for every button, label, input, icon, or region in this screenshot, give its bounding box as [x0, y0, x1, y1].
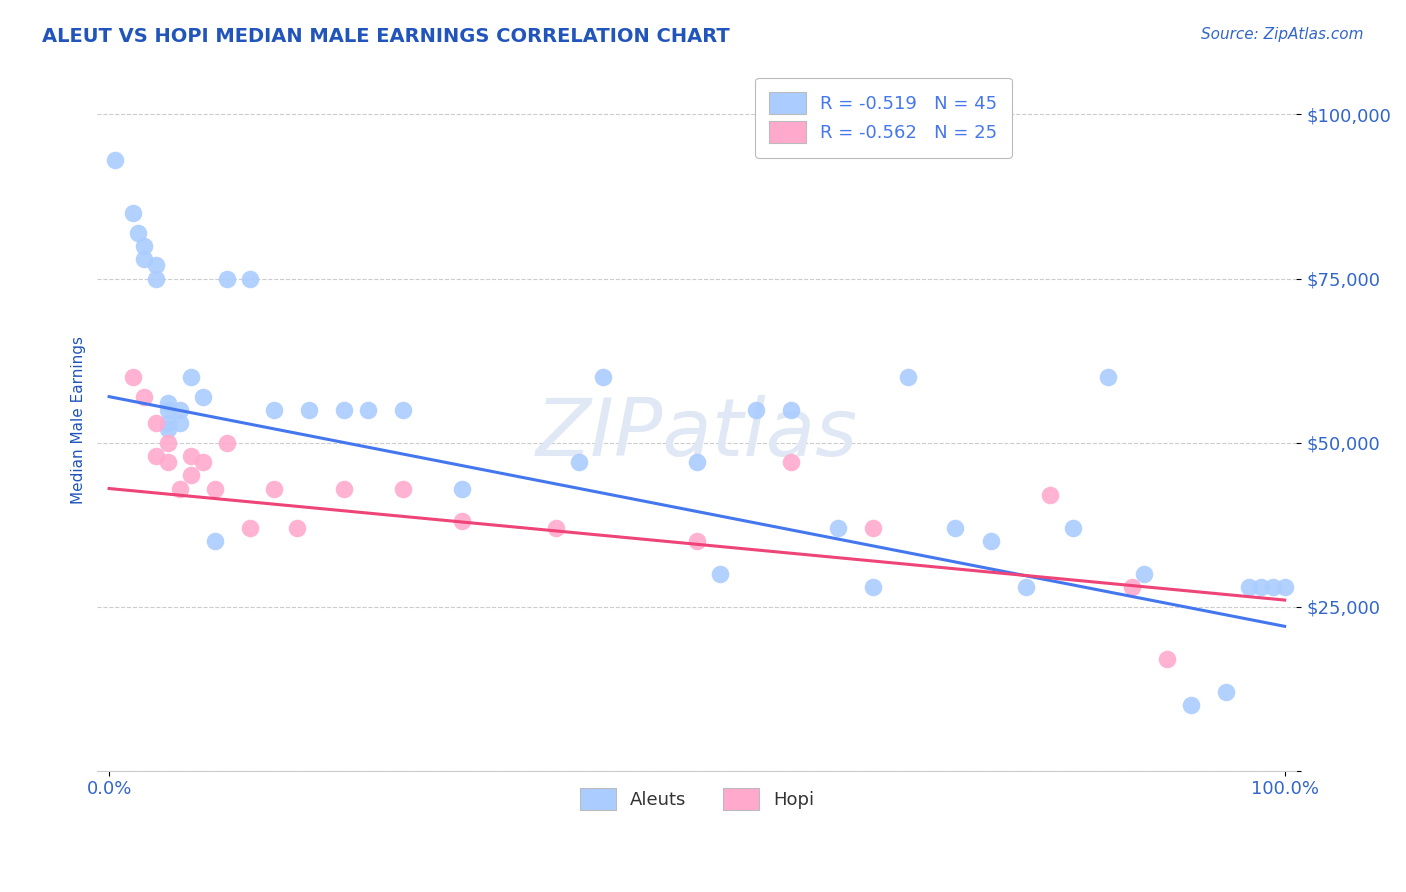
Point: [827, 521, 849, 535]
Point: [239, 521, 262, 535]
Point: [862, 521, 884, 535]
Point: [1274, 580, 1296, 594]
Point: [357, 402, 380, 417]
Point: [686, 534, 709, 549]
Point: [215, 271, 238, 285]
Point: [945, 521, 967, 535]
Point: [191, 455, 214, 469]
Text: ALEUT VS HOPI MEDIAN MALE EARNINGS CORRELATION CHART: ALEUT VS HOPI MEDIAN MALE EARNINGS CORRE…: [42, 27, 730, 45]
Text: Source: ZipAtlas.com: Source: ZipAtlas.com: [1201, 27, 1364, 42]
Point: [333, 402, 356, 417]
Point: [121, 370, 143, 384]
Y-axis label: Median Male Earnings: Median Male Earnings: [72, 335, 86, 504]
Point: [780, 455, 803, 469]
Point: [1250, 580, 1272, 594]
Point: [145, 259, 167, 273]
Point: [204, 482, 226, 496]
Point: [1015, 580, 1038, 594]
Legend: Aleuts, Hopi: Aleuts, Hopi: [565, 774, 828, 825]
Point: [285, 521, 308, 535]
Point: [180, 449, 202, 463]
Point: [169, 402, 191, 417]
Point: [128, 226, 150, 240]
Point: [298, 402, 321, 417]
Point: [568, 455, 591, 469]
Point: [1215, 685, 1237, 699]
Point: [392, 402, 415, 417]
Point: [450, 482, 472, 496]
Point: [592, 370, 614, 384]
Point: [134, 238, 156, 252]
Point: [156, 416, 179, 430]
Point: [204, 534, 226, 549]
Point: [1261, 580, 1284, 594]
Point: [156, 402, 179, 417]
Point: [156, 455, 179, 469]
Point: [709, 566, 731, 581]
Point: [180, 370, 202, 384]
Point: [134, 252, 156, 266]
Point: [145, 271, 167, 285]
Point: [686, 455, 709, 469]
Point: [1038, 488, 1060, 502]
Point: [239, 271, 262, 285]
Point: [897, 370, 920, 384]
Point: [169, 482, 191, 496]
Point: [1156, 652, 1178, 666]
Point: [1132, 566, 1154, 581]
Point: [392, 482, 415, 496]
Point: [156, 422, 179, 436]
Point: [180, 468, 202, 483]
Point: [1062, 521, 1084, 535]
Point: [862, 580, 884, 594]
Point: [544, 521, 567, 535]
Point: [169, 416, 191, 430]
Point: [145, 416, 167, 430]
Point: [156, 435, 179, 450]
Point: [121, 206, 143, 220]
Text: ZIPatlas: ZIPatlas: [536, 394, 858, 473]
Point: [980, 534, 1002, 549]
Point: [134, 390, 156, 404]
Point: [156, 396, 179, 410]
Point: [450, 514, 472, 528]
Point: [104, 153, 127, 168]
Point: [263, 402, 285, 417]
Point: [263, 482, 285, 496]
Point: [215, 435, 238, 450]
Point: [780, 402, 803, 417]
Point: [191, 390, 214, 404]
Point: [744, 402, 766, 417]
Point: [1180, 698, 1202, 712]
Point: [145, 449, 167, 463]
Point: [1239, 580, 1261, 594]
Point: [333, 482, 356, 496]
Point: [1097, 370, 1119, 384]
Point: [1121, 580, 1143, 594]
